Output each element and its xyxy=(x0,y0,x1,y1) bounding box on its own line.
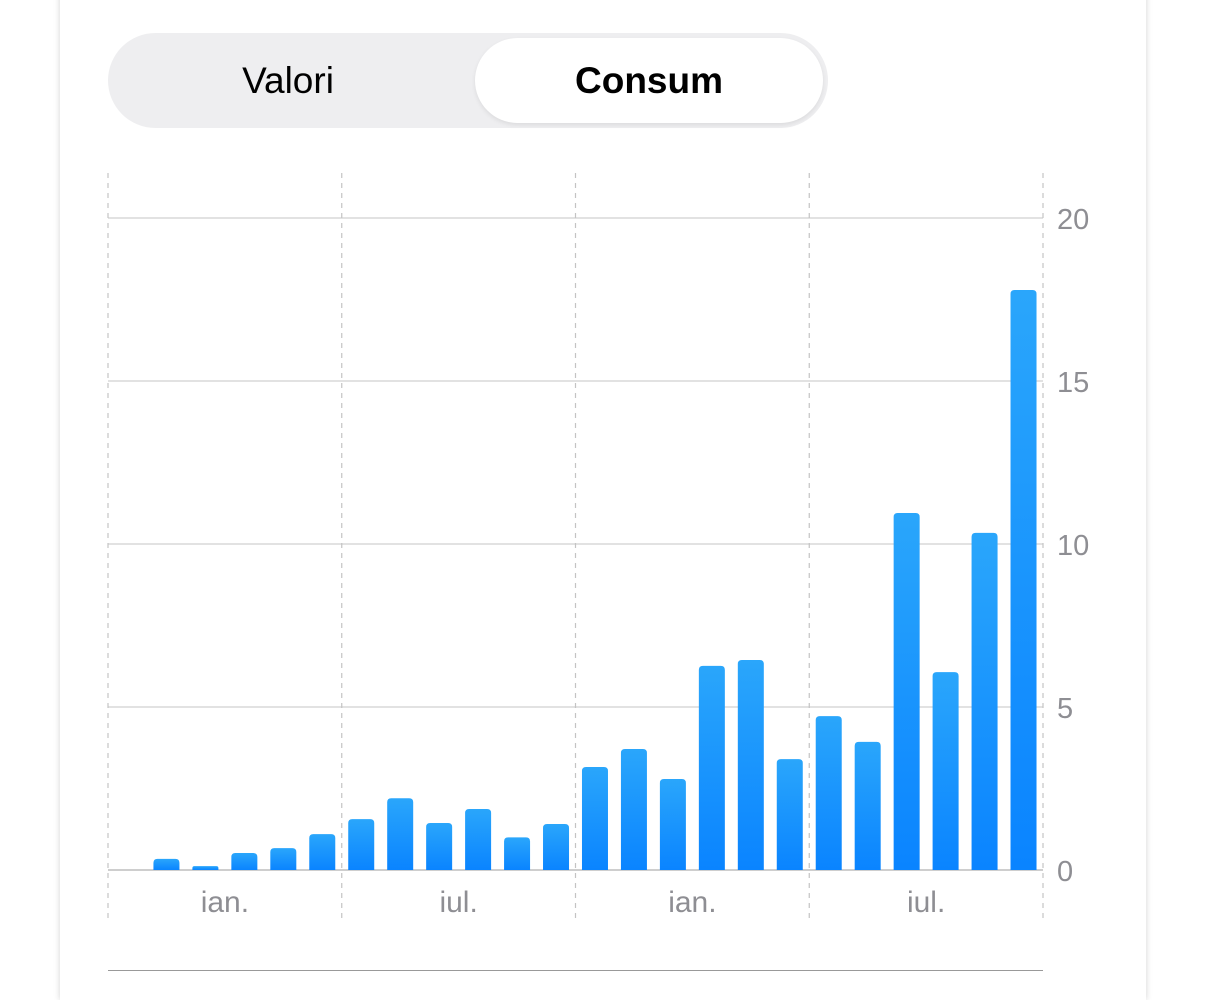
bar xyxy=(348,819,375,870)
y-tick-label: 10 xyxy=(1057,530,1089,562)
x-tick-label: iul. xyxy=(439,886,477,919)
bar xyxy=(231,853,258,870)
bar xyxy=(854,741,881,870)
x-tick-label: iul. xyxy=(907,886,945,919)
bar xyxy=(426,823,453,870)
bar xyxy=(698,665,725,870)
segment-consum[interactable]: Consum xyxy=(475,38,823,123)
y-tick-label: 20 xyxy=(1057,204,1089,236)
bar xyxy=(893,513,920,870)
bar xyxy=(465,809,492,870)
bar xyxy=(153,858,180,870)
segmented-control[interactable]: Valori Consum xyxy=(108,33,828,128)
bar xyxy=(932,672,959,870)
bar xyxy=(659,779,686,870)
bar xyxy=(1010,290,1037,870)
bar xyxy=(309,834,336,870)
bar xyxy=(581,766,608,870)
bar xyxy=(620,749,647,870)
bar xyxy=(815,716,842,870)
bar-chart: 0 5 10 15 20 ian. iul. ian. iul. xyxy=(107,173,1089,922)
y-tick-label: 15 xyxy=(1057,367,1089,399)
bar xyxy=(737,660,764,870)
bar xyxy=(192,866,219,870)
bar xyxy=(504,837,531,870)
y-tick-label: 5 xyxy=(1057,693,1073,725)
divider xyxy=(108,970,1043,971)
segment-valori[interactable]: Valori xyxy=(242,60,334,101)
bar xyxy=(971,532,998,870)
bar xyxy=(543,824,570,870)
bar xyxy=(270,848,297,870)
x-tick-label: ian. xyxy=(668,886,716,919)
bar xyxy=(776,759,803,870)
x-tick-label: ian. xyxy=(201,886,249,919)
bar xyxy=(387,798,414,870)
y-tick-label: 0 xyxy=(1057,856,1073,888)
